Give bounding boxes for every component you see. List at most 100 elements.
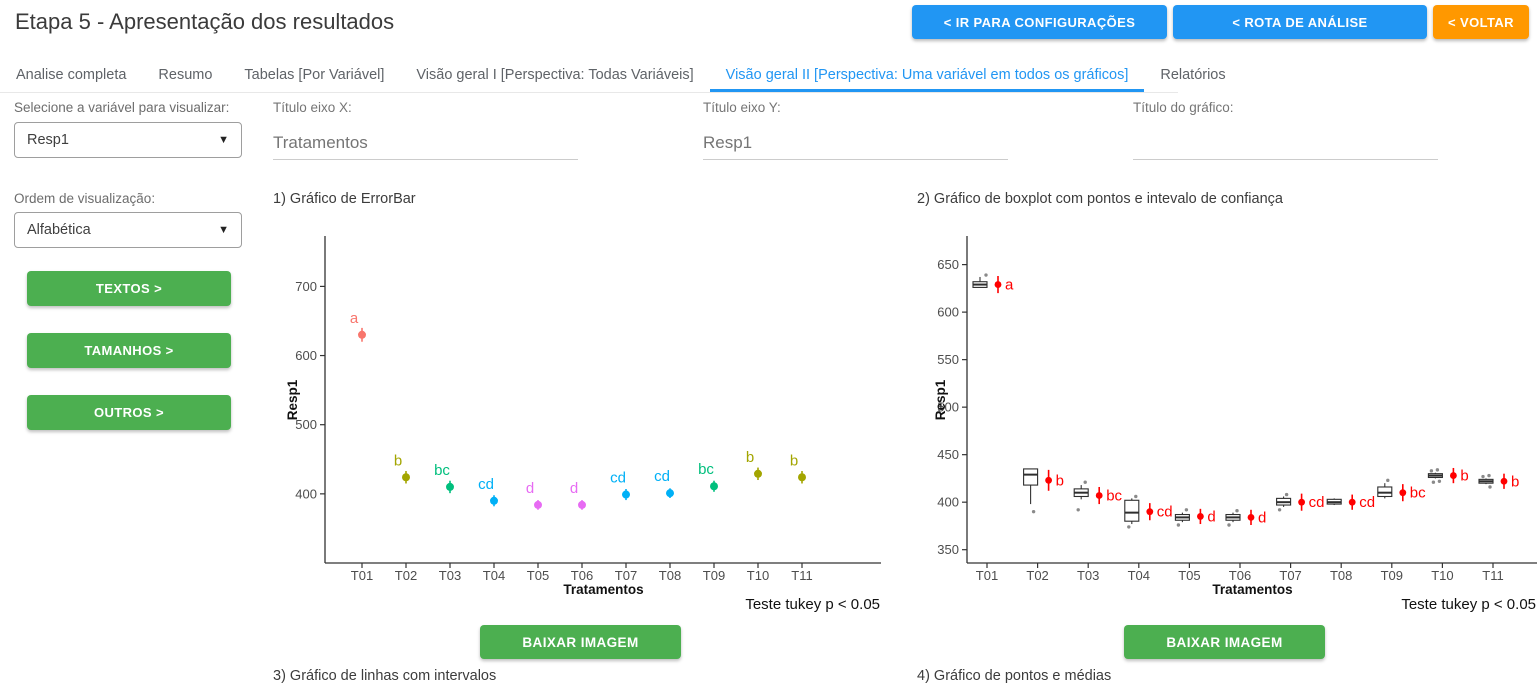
svg-text:b: b (1056, 472, 1064, 489)
chart-canvas-1: 400 500 600 700 T01 T02 T03 T04 T05 T06 T07 T08 T09 T… (285, 236, 881, 613)
download-image-button[interactable]: BAIXAR IMAGEM (480, 625, 681, 659)
svg-text:d: d (1258, 509, 1266, 526)
svg-text:T10: T10 (1431, 568, 1453, 583)
svg-text:600: 600 (937, 305, 959, 320)
chart-block-1: 1) Gráfico de ErrorBar 400 500 600 700 T01 T02… (273, 191, 881, 671)
chevron-down-icon: ▼ (218, 224, 229, 236)
svg-text:T02: T02 (1026, 568, 1048, 583)
sidebar-button-textos[interactable]: TEXTOS > (27, 271, 231, 306)
svg-text:cd: cd (1309, 494, 1325, 511)
svg-text:T07: T07 (1279, 568, 1301, 583)
svg-text:cd: cd (1359, 494, 1375, 511)
svg-text:T10: T10 (747, 568, 769, 583)
tab-tabelas-por-variavel[interactable]: Tabelas [Por Variável] (244, 67, 385, 83)
svg-text:bc: bc (698, 461, 714, 478)
svg-text:Tratamentos: Tratamentos (1212, 582, 1292, 597)
svg-text:T05: T05 (1178, 568, 1200, 583)
header-buttons: < IR PARA CONFIGURAÇÕES < ROTA DE ANÁLISE… (912, 5, 1529, 39)
svg-text:650: 650 (937, 257, 959, 272)
svg-text:350: 350 (937, 542, 959, 557)
svg-text:T11: T11 (1482, 568, 1503, 583)
chart-4-title: 4) Gráfico de pontos e médias (917, 668, 1112, 684)
svg-text:600: 600 (295, 348, 317, 363)
order-select-value: Alfabética (27, 222, 91, 238)
chevron-down-icon: ▼ (218, 134, 229, 146)
svg-text:T07: T07 (615, 568, 637, 583)
svg-text:T06: T06 (571, 568, 593, 583)
variable-select-label: Selecione a variável para visualizar: (14, 100, 230, 115)
svg-text:d: d (526, 480, 534, 497)
chart-3-title: 3) Gráfico de linhas com intervalos (273, 668, 497, 684)
svg-text:b: b (790, 452, 798, 469)
x-axis-title-input[interactable] (273, 126, 578, 160)
svg-text:T08: T08 (1330, 568, 1352, 583)
chart-section-title: 1) Gráfico de ErrorBar (273, 191, 416, 207)
svg-text:Teste tukey p < 0.05: Teste tukey p < 0.05 (1401, 596, 1536, 613)
svg-text:a: a (1005, 277, 1014, 294)
tab-visao-geral-ii-perspectiva-uma-variavel-[interactable]: Visão geral II [Perspectiva: Uma variáve… (709, 58, 1145, 92)
page-title: Etapa 5 - Apresentação dos resultados (15, 9, 395, 34)
svg-text:b: b (394, 452, 402, 469)
svg-text:T11: T11 (791, 568, 812, 583)
tab-analise-completa[interactable]: Analise completa (16, 67, 127, 83)
svg-text:T03: T03 (439, 568, 461, 583)
download-image-button[interactable]: BAIXAR IMAGEM (1124, 625, 1325, 659)
svg-text:T04: T04 (1128, 568, 1150, 583)
svg-text:500: 500 (937, 400, 959, 415)
order-select[interactable]: Alfabética ▼ (14, 212, 242, 248)
svg-text:400: 400 (937, 495, 959, 510)
sidebar-button-outros[interactable]: OUTROS > (27, 395, 231, 430)
svg-text:Tratamentos: Tratamentos (563, 582, 643, 597)
svg-text:b: b (746, 449, 754, 466)
svg-text:bc: bc (1106, 488, 1122, 505)
svg-text:bc: bc (434, 462, 450, 479)
svg-text:b: b (1460, 468, 1468, 485)
tab-visao-geral-i-perspectiva-todas-variavei[interactable]: Visão geral I [Perspectiva: Todas Variáv… (416, 67, 694, 83)
svg-text:400: 400 (295, 486, 317, 501)
svg-text:Teste tukey p < 0.05: Teste tukey p < 0.05 (745, 596, 880, 613)
x-axis-title-label: Título eixo X: (273, 100, 352, 115)
chart-block-2: 2) Gráfico de boxplot com pontos e intev… (917, 191, 1537, 671)
ir-para-configuracoes-button[interactable]: < IR PARA CONFIGURAÇÕES (912, 5, 1167, 39)
svg-text:cd: cd (610, 470, 626, 487)
sidebar-button-tamanhos[interactable]: TAMANHOS > (27, 333, 231, 368)
series: a b bc cd d d cd cd bc b b (350, 310, 806, 510)
svg-text:Resp1: Resp1 (933, 379, 948, 420)
tab-bar: Analise completa Resumo Tabelas [Por Variá… (0, 58, 1226, 93)
svg-text:T09: T09 (703, 568, 725, 583)
voltar-button[interactable]: < VOLTAR (1433, 5, 1529, 39)
svg-text:T01: T01 (976, 568, 998, 583)
svg-text:700: 700 (295, 279, 317, 294)
tab-relatorios[interactable]: Relatórios (1160, 67, 1226, 83)
axes: 400 500 600 700 T01 T02 T03 T04 T05 T06 T07 T08 T09 T… (285, 236, 881, 613)
variable-select[interactable]: Resp1 ▼ (14, 122, 242, 158)
svg-text:T05: T05 (527, 568, 549, 583)
svg-text:b: b (1511, 473, 1519, 490)
svg-text:T06: T06 (1229, 568, 1251, 583)
y-axis-title-input[interactable] (703, 126, 1008, 160)
chart-title-label: Título do gráfico: (1133, 100, 1234, 115)
sidebar-buttons: TEXTOS > TAMANHOS > OUTROS > (27, 271, 231, 430)
svg-text:T03: T03 (1077, 568, 1099, 583)
svg-text:cd: cd (478, 476, 494, 493)
chart-title-input[interactable] (1133, 126, 1438, 160)
variable-select-value: Resp1 (27, 132, 69, 148)
y-axis-title-label: Título eixo Y: (703, 100, 781, 115)
svg-text:cd: cd (654, 468, 670, 485)
svg-text:550: 550 (937, 352, 959, 367)
svg-text:500: 500 (295, 417, 317, 432)
svg-text:450: 450 (937, 447, 959, 462)
chart-section-title: 2) Gráfico de boxplot com pontos e intev… (917, 191, 1283, 207)
svg-text:T09: T09 (1381, 568, 1403, 583)
order-select-label: Ordem de visualização: (14, 191, 156, 206)
svg-text:T08: T08 (659, 568, 681, 583)
series: a b bc cd d d cd cd bc b b (972, 273, 1519, 529)
svg-text:cd: cd (1157, 504, 1173, 521)
svg-text:d: d (1207, 508, 1215, 525)
rota-de-analise-button[interactable]: < ROTA DE ANÁLISE (1173, 5, 1427, 39)
svg-text:a: a (350, 310, 359, 327)
svg-text:bc: bc (1410, 485, 1426, 502)
tab-resumo[interactable]: Resumo (158, 67, 213, 83)
